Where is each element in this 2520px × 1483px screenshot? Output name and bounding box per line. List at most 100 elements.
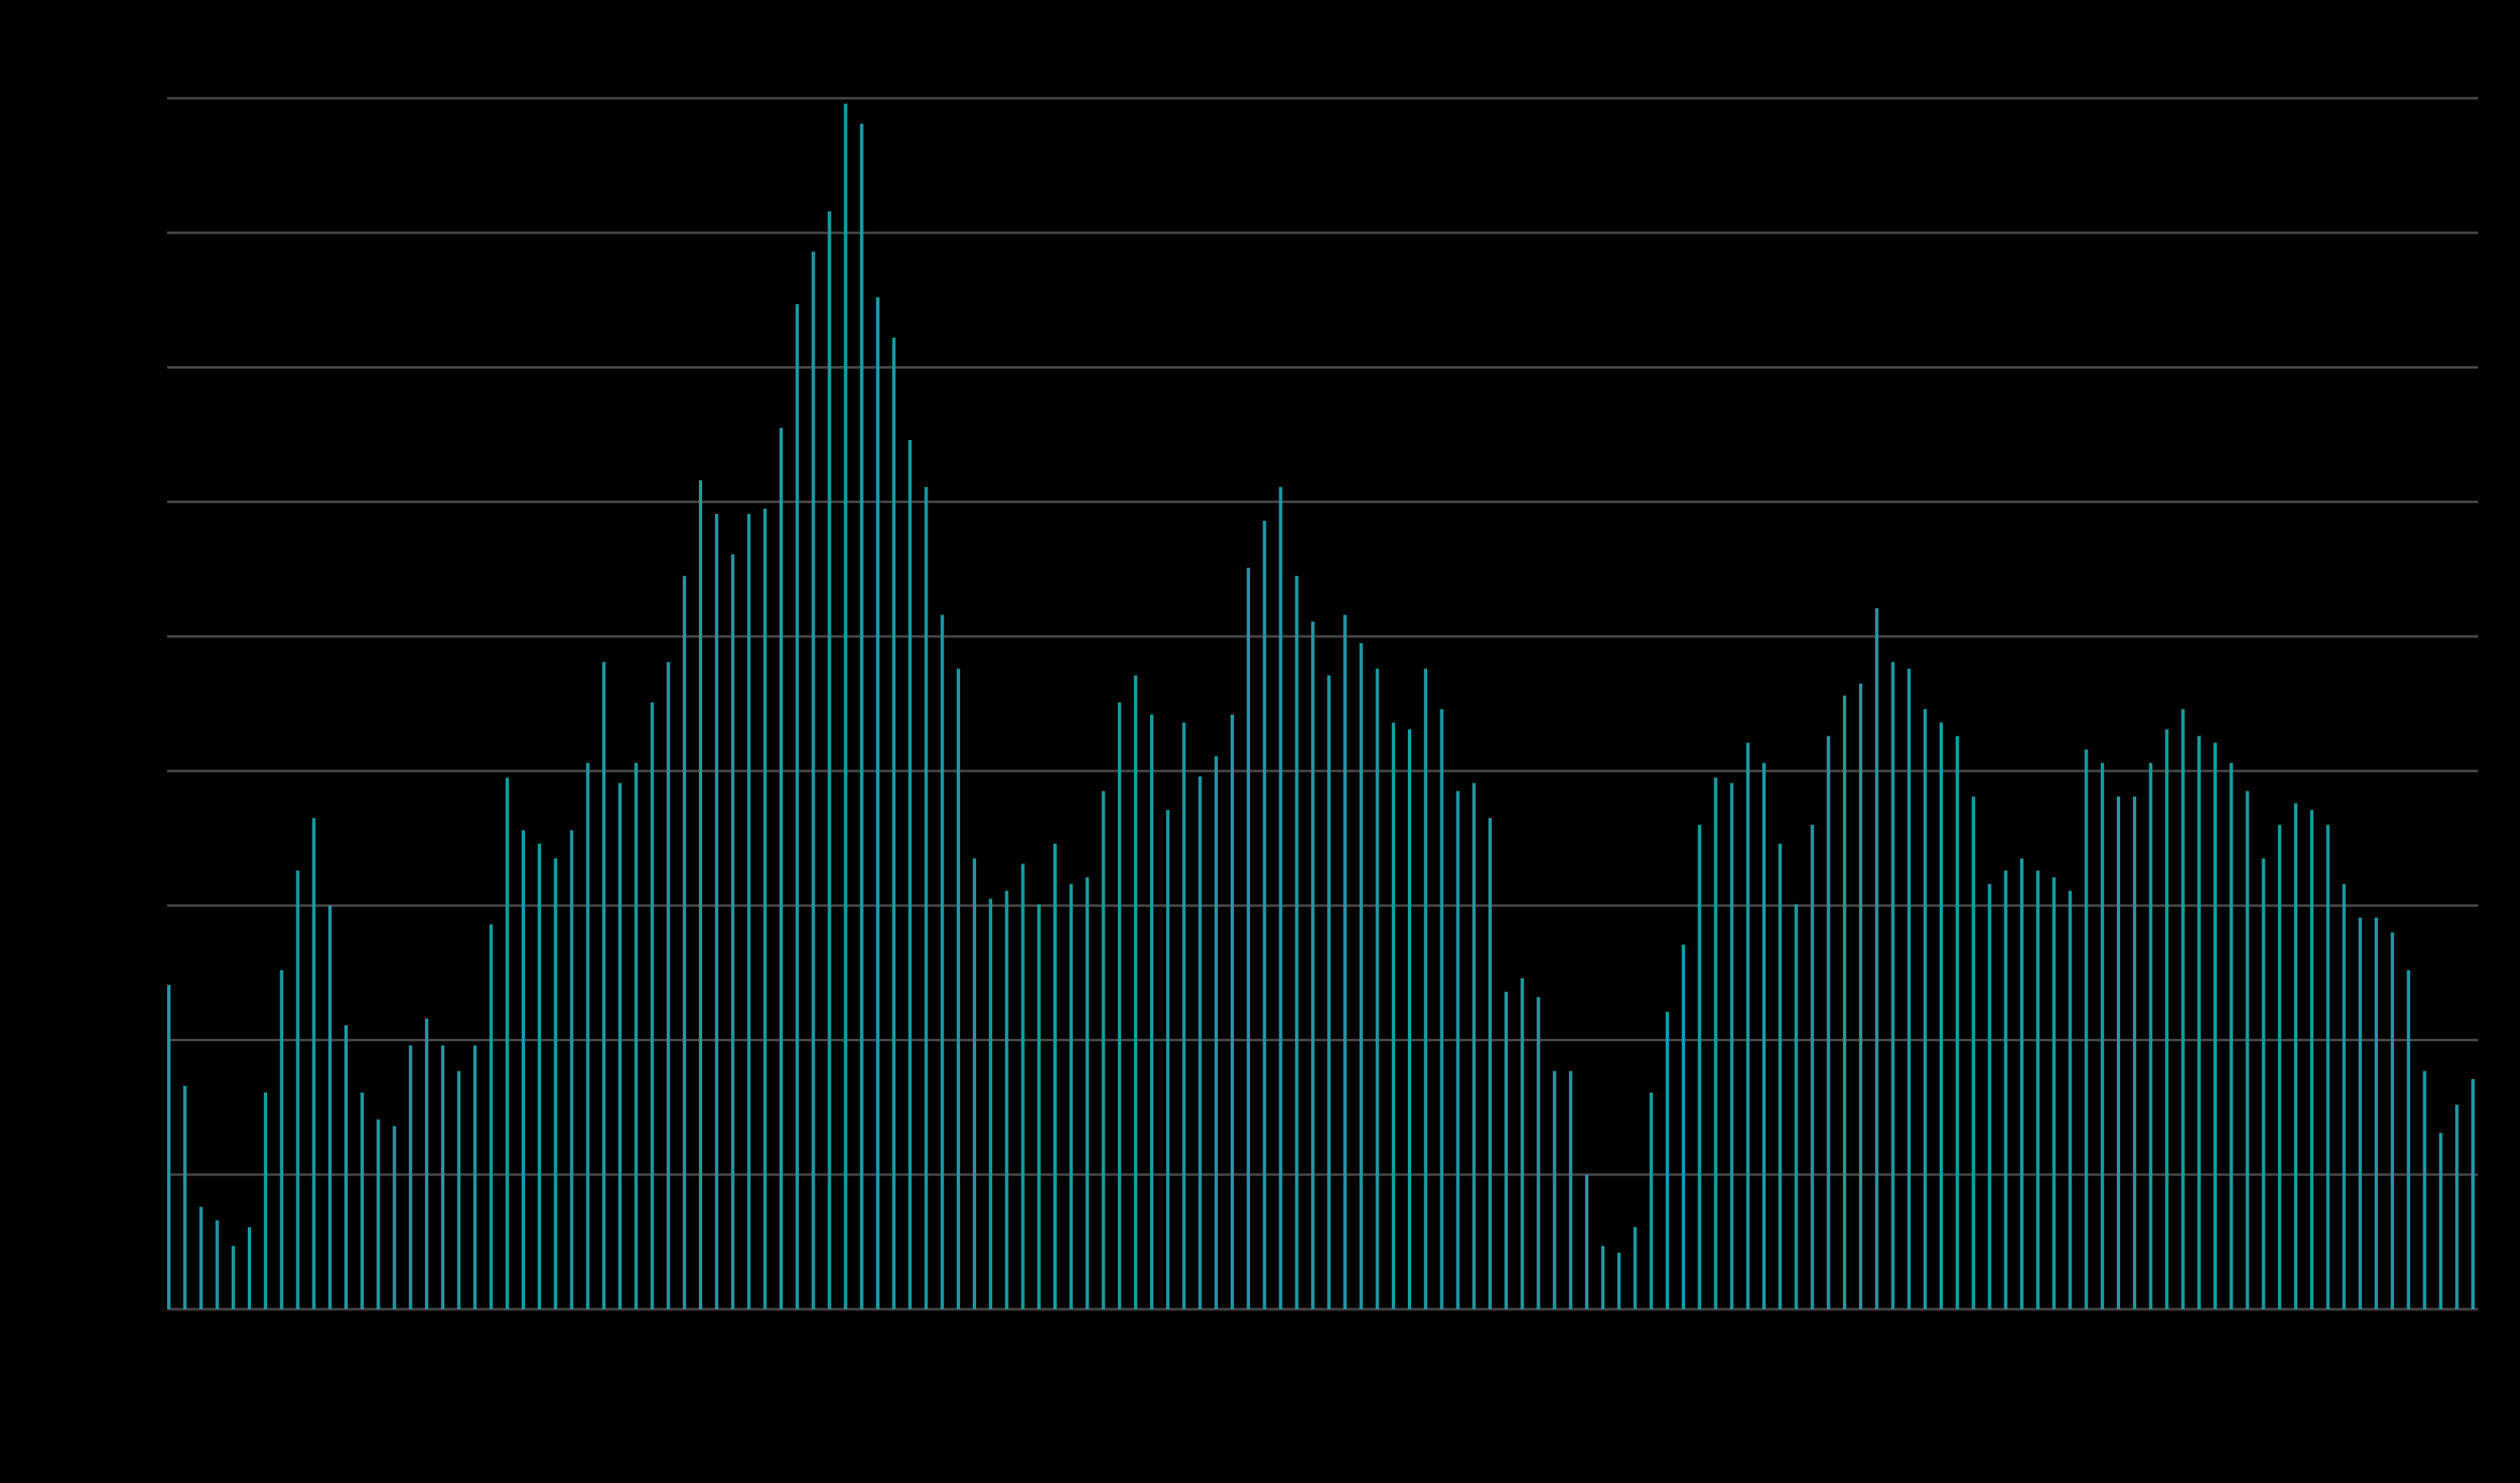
bar xyxy=(1665,1011,1669,1309)
bar xyxy=(360,1093,365,1309)
bar xyxy=(1424,668,1428,1309)
bar xyxy=(183,1086,187,1309)
bar xyxy=(1956,736,1960,1309)
bar xyxy=(956,668,960,1309)
bar xyxy=(2084,749,2088,1309)
bar xyxy=(1263,521,1267,1309)
bar xyxy=(892,338,896,1309)
bar xyxy=(247,1227,251,1309)
bar xyxy=(280,970,284,1309)
bar xyxy=(1021,863,1025,1309)
bar xyxy=(1536,997,1541,1309)
bar xyxy=(2068,890,2072,1309)
bar xyxy=(2133,796,2137,1309)
bar xyxy=(827,211,832,1309)
bar xyxy=(2100,762,2104,1309)
bar xyxy=(1682,944,1686,1309)
bar xyxy=(2374,917,2378,1309)
bar xyxy=(2213,742,2218,1309)
bar xyxy=(763,508,767,1309)
bar xyxy=(924,487,928,1309)
bar xyxy=(1343,615,1347,1309)
bar xyxy=(1730,783,1734,1309)
bar xyxy=(2423,1071,2427,1309)
bar xyxy=(1005,890,1009,1309)
bar xyxy=(376,1119,381,1309)
bar xyxy=(1698,825,1702,1309)
bar xyxy=(1488,818,1492,1309)
bar xyxy=(554,858,558,1309)
bar xyxy=(1133,675,1137,1309)
bar xyxy=(344,1024,348,1309)
bar xyxy=(2149,762,2153,1309)
bar xyxy=(1440,709,1444,1309)
bar xyxy=(795,304,800,1309)
bar xyxy=(876,297,879,1309)
bar xyxy=(2294,803,2297,1309)
bar xyxy=(699,480,702,1309)
bar xyxy=(1859,683,1863,1309)
bar xyxy=(1117,702,1121,1309)
bar xyxy=(1359,642,1363,1309)
bar xyxy=(1794,904,1798,1309)
bar xyxy=(570,830,574,1309)
bar xyxy=(538,843,542,1309)
bar xyxy=(2471,1079,2475,1309)
bar xyxy=(1504,991,1509,1309)
bar xyxy=(779,427,783,1309)
bar xyxy=(2358,917,2362,1309)
bar xyxy=(1649,1093,1653,1309)
bar xyxy=(2454,1104,2459,1309)
bar xyxy=(2391,932,2395,1309)
bar xyxy=(585,762,590,1309)
bar xyxy=(2407,970,2411,1309)
bar xyxy=(392,1126,396,1309)
bar xyxy=(505,778,509,1309)
bar xyxy=(1053,843,1057,1309)
bar xyxy=(747,514,751,1309)
bar xyxy=(1310,621,1315,1309)
bar xyxy=(1714,778,1718,1309)
bar xyxy=(408,1045,412,1309)
bar xyxy=(1826,736,1830,1309)
bar xyxy=(1278,487,1283,1309)
bar xyxy=(1778,843,1782,1309)
bar xyxy=(650,702,654,1309)
bar xyxy=(682,575,686,1309)
bar xyxy=(1069,883,1074,1309)
bar xyxy=(715,514,719,1309)
bar xyxy=(328,905,332,1309)
bar xyxy=(473,1045,477,1309)
bar xyxy=(2181,709,2185,1309)
bar xyxy=(1182,722,1186,1309)
bar xyxy=(1987,883,1992,1309)
bar xyxy=(1617,1252,1621,1309)
bar xyxy=(424,1018,428,1309)
bar xyxy=(731,554,735,1309)
bar xyxy=(522,830,525,1309)
bar xyxy=(1971,796,1976,1309)
bar xyxy=(1940,722,1943,1309)
bar xyxy=(296,870,300,1309)
bar xyxy=(1150,714,1154,1309)
bar xyxy=(811,251,816,1309)
bar xyxy=(2310,810,2314,1309)
bar xyxy=(2261,858,2265,1309)
bar xyxy=(1375,668,1379,1309)
bar xyxy=(2342,883,2346,1309)
bar xyxy=(1408,729,1411,1309)
bar xyxy=(1391,722,1395,1309)
bar xyxy=(231,1245,235,1309)
bar xyxy=(457,1071,461,1309)
bar xyxy=(1907,668,1911,1309)
bar xyxy=(1520,977,1525,1309)
bar xyxy=(1552,1071,1557,1309)
bar xyxy=(1327,675,1331,1309)
bar xyxy=(1633,1227,1637,1309)
bar xyxy=(1810,825,1814,1309)
bar xyxy=(1198,776,1202,1309)
bar xyxy=(1037,904,1041,1309)
bar xyxy=(167,984,171,1309)
